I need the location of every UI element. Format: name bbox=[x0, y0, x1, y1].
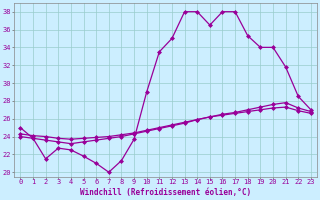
X-axis label: Windchill (Refroidissement éolien,°C): Windchill (Refroidissement éolien,°C) bbox=[80, 188, 251, 197]
